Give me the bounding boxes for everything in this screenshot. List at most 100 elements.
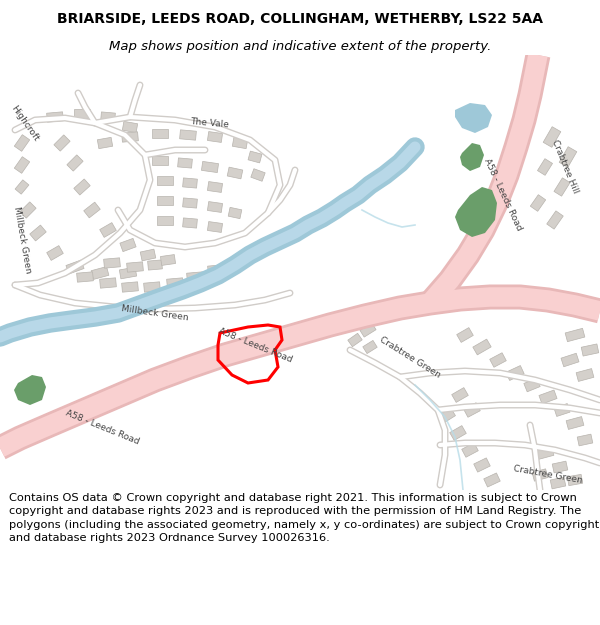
Bar [74,109,90,118]
Bar [227,167,243,179]
Bar [554,178,570,196]
Bar [552,461,568,473]
Bar [581,344,599,356]
Bar [119,267,137,279]
Text: Highcroft: Highcroft [10,103,41,142]
Bar [208,182,223,192]
Bar [543,127,561,148]
Text: Millbeck Green: Millbeck Green [121,304,189,322]
Bar [208,265,223,275]
Bar [100,222,116,238]
Bar [440,408,455,422]
Text: Crabtree Green: Crabtree Green [513,464,583,486]
Bar [67,155,83,171]
Text: Contains OS data © Crown copyright and database right 2021. This information is : Contains OS data © Crown copyright and d… [9,493,599,542]
Bar [228,208,242,219]
Polygon shape [455,103,492,133]
Bar [157,176,173,184]
Polygon shape [460,143,484,171]
Bar [47,246,64,261]
Bar [473,339,491,355]
Bar [122,132,139,142]
Bar [457,328,473,342]
Bar [84,202,100,218]
Bar [208,132,223,142]
Bar [122,282,139,292]
Bar [566,417,584,429]
Bar [182,198,197,208]
Bar [248,151,262,163]
Bar [178,158,193,168]
Bar [54,135,70,151]
Bar [101,112,115,122]
Bar [559,147,577,168]
Bar [47,112,64,122]
Bar [20,202,36,218]
Bar [490,352,506,367]
Bar [208,222,223,232]
Bar [539,390,557,404]
Bar [547,211,563,229]
Bar [179,130,196,140]
Bar [187,272,203,282]
Bar [14,134,30,151]
Bar [449,426,466,441]
Text: The Vale: The Vale [190,117,230,129]
Bar [120,238,136,252]
Bar [202,161,218,172]
Bar [148,260,163,270]
Bar [524,378,540,392]
Bar [484,473,500,487]
Bar [30,225,46,241]
Text: Crabtree Green: Crabtree Green [378,334,442,379]
Bar [122,121,137,132]
Bar [182,218,197,228]
Bar [530,194,546,211]
Bar [550,477,566,489]
Bar [208,202,223,212]
Text: BRIARSIDE, LEEDS ROAD, COLLINGHAM, WETHERBY, LS22 5AA: BRIARSIDE, LEEDS ROAD, COLLINGHAM, WETHE… [57,12,543,26]
Bar [532,469,548,481]
Bar [160,254,176,266]
Bar [127,262,143,272]
Bar [538,159,553,176]
Bar [167,278,184,288]
Bar [464,402,480,418]
Bar [182,178,197,188]
Bar [506,366,524,381]
Polygon shape [14,375,46,405]
Text: A58 - Leeds Road: A58 - Leeds Road [482,158,524,232]
Bar [66,260,84,274]
Bar [97,138,113,149]
Bar [157,196,173,204]
Bar [143,282,160,292]
Polygon shape [455,187,497,237]
Bar [565,328,585,342]
Bar [152,129,168,138]
Bar [77,272,94,282]
Bar [462,442,478,458]
Bar [360,323,376,337]
Bar [74,179,90,195]
Text: Millbeck Green: Millbeck Green [11,206,32,274]
Bar [15,180,29,194]
Bar [363,341,377,354]
Text: Crabtree Hill: Crabtree Hill [550,139,580,195]
Bar [251,169,265,181]
Bar [561,353,579,367]
Bar [104,258,121,268]
Text: A58 - Leeds Road: A58 - Leeds Road [64,408,140,446]
Bar [232,138,248,149]
Bar [554,404,570,416]
Bar [152,156,168,164]
Bar [345,316,359,330]
Bar [14,157,30,173]
Bar [536,447,554,459]
Bar [452,388,469,402]
Text: Map shows position and indicative extent of the property.: Map shows position and indicative extent… [109,39,491,52]
Bar [100,278,116,288]
Text: A58 - Leeds Road: A58 - Leeds Road [217,326,293,364]
Bar [227,260,242,270]
Bar [576,369,594,381]
Bar [91,267,109,279]
